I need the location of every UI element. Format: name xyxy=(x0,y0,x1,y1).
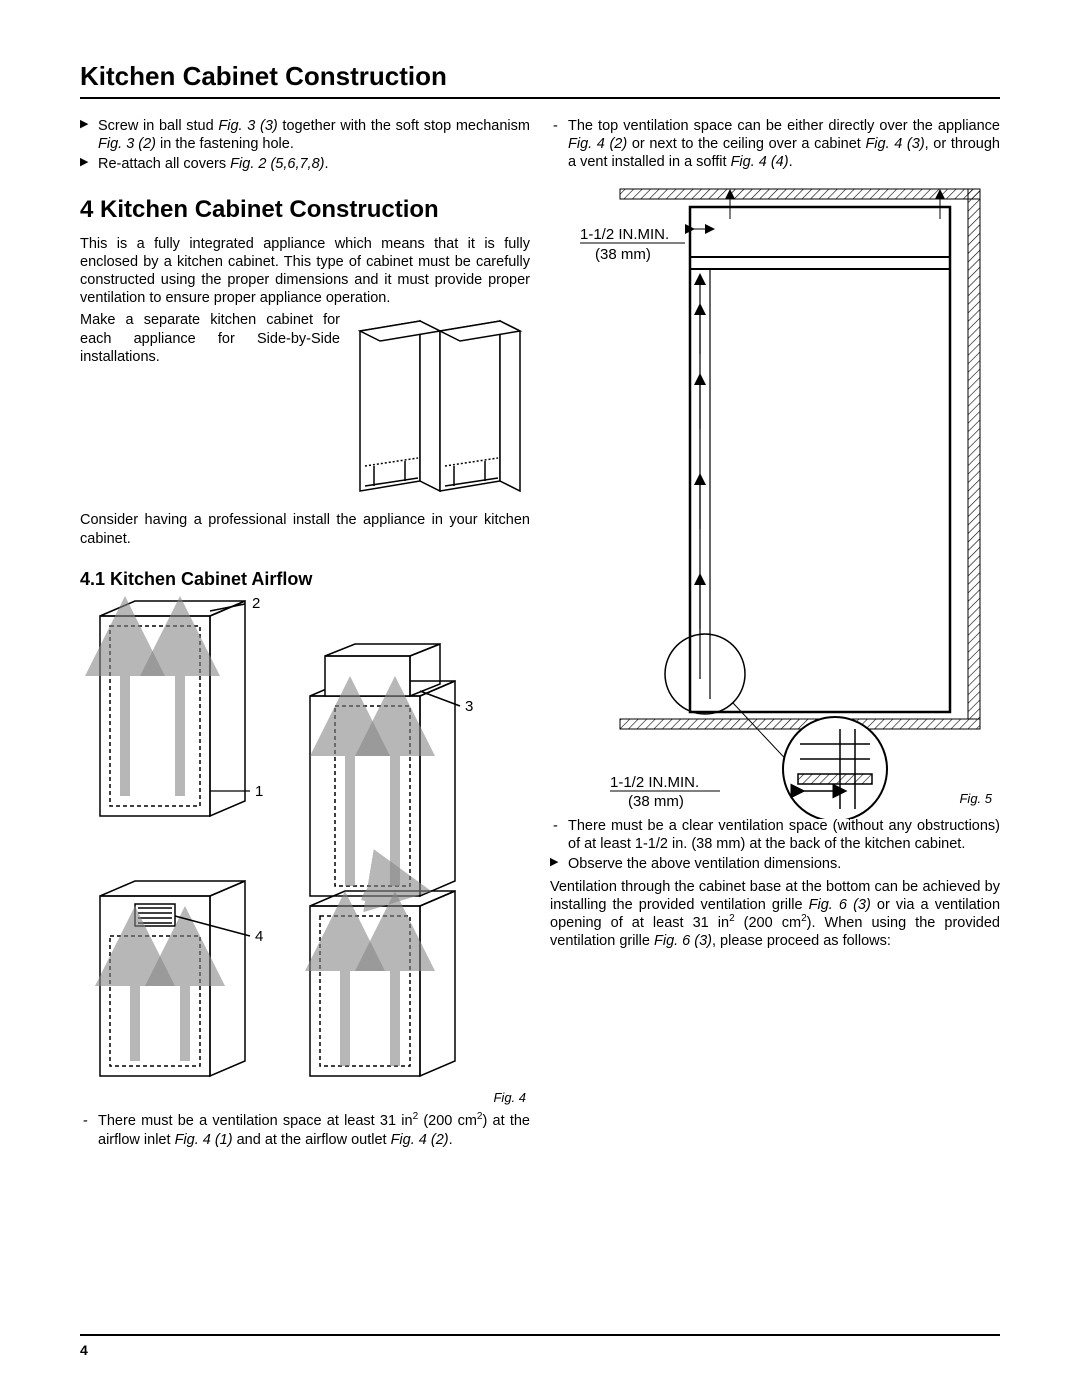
paragraph: This is a fully integrated appliance whi… xyxy=(80,235,530,308)
diagram-label: 3 xyxy=(465,698,473,715)
top-bullets: Screw in ball stud Fig. 3 (3) together w… xyxy=(80,117,530,173)
right-column: The top ventilation space can be either … xyxy=(550,117,1000,1151)
fig5-caption: Fig. 5 xyxy=(550,791,1000,807)
fig5-top-sub: (38 mm) xyxy=(595,246,651,263)
content-columns: Screw in ball stud Fig. 3 (3) together w… xyxy=(80,117,1000,1151)
right-bullet-after: Observe the above ventilation dimensions… xyxy=(550,855,1000,873)
diagram-label: 4 xyxy=(255,928,263,945)
sub-heading: 4.1 Kitchen Cabinet Airflow xyxy=(80,568,530,591)
bottom-dash: There must be a ventilation space at lea… xyxy=(80,1112,530,1148)
fig4-diagram: 2 1 xyxy=(80,596,530,1086)
fig4-caption: Fig. 4 xyxy=(80,1090,530,1106)
page-header: Kitchen Cabinet Construction xyxy=(80,60,1000,99)
paragraph: Ventilation through the cabinet base at … xyxy=(550,878,1000,951)
cabinet-pair-diagram xyxy=(350,311,530,511)
page-number: 4 xyxy=(80,1342,88,1358)
bullet-item: Observe the above ventilation dimensions… xyxy=(550,855,1000,873)
right-top-dash: The top ventilation space can be either … xyxy=(550,117,1000,171)
fig5-diagram: 1-1/2 IN.MIN. (38 mm) xyxy=(550,179,1000,807)
bullet-item: Re-attach all covers Fig. 2 (5,6,7,8). xyxy=(80,155,530,173)
fig5-bottom-sub: (38 mm) xyxy=(628,793,684,810)
bullet-item: Screw in ball stud Fig. 3 (3) together w… xyxy=(80,117,530,153)
dash-item: There must be a clear ventilation space … xyxy=(550,817,1000,853)
right-dash-after: There must be a clear ventilation space … xyxy=(550,817,1000,853)
diagram-label: 1 xyxy=(255,783,263,800)
fig5-bottom-label: 1-1/2 IN.MIN. xyxy=(610,774,699,791)
page-footer: 4 xyxy=(80,1334,1000,1360)
paragraph: Make a separate kitchen cabinet for each… xyxy=(80,311,340,365)
fig5-top-label: 1-1/2 IN.MIN. xyxy=(580,226,669,243)
section-heading: 4 Kitchen Cabinet Construction xyxy=(80,195,530,225)
dash-item: The top ventilation space can be either … xyxy=(550,117,1000,171)
paragraph: Consider having a professional install t… xyxy=(80,511,530,547)
diagram-label: 2 xyxy=(252,596,260,612)
left-column: Screw in ball stud Fig. 3 (3) together w… xyxy=(80,117,530,1151)
side-by-side-block: Make a separate kitchen cabinet for each… xyxy=(80,311,530,511)
dash-item: There must be a ventilation space at lea… xyxy=(80,1112,530,1148)
